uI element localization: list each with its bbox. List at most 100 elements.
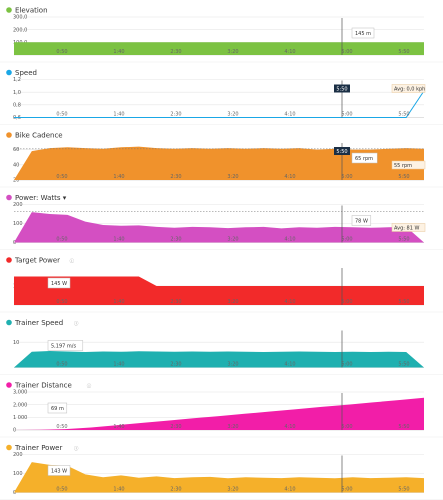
power-time-tick: 0:50	[56, 237, 67, 243]
trainer-distance-title: Trainer Distance	[14, 382, 72, 390]
trainer-power-value-tag-label: 143 W	[51, 469, 67, 475]
power-title: Power: Watts ▾	[15, 194, 67, 202]
trainer-distance-panel: Trainer Distance ⓘ 3,000 2,000 1 000 0 0:50 1:4…	[0, 382, 443, 438]
speed-ytick-label: 0,6	[13, 115, 21, 121]
trainer-speed-ytick-label: 10	[13, 340, 19, 346]
trainer-speed-panel: Trainer Speed ⓘ 10 0:50 1:40 2:30 3:20 4:10 5:00…	[0, 319, 443, 375]
power-avg-tag-label: Avg: 81 W	[394, 226, 419, 232]
speed-time-tick: 2:30	[170, 112, 181, 118]
power-time-tick: 2:30	[170, 237, 181, 243]
trainer-distance-ytick-label: 3,000	[13, 390, 27, 396]
trainer-power-time-tick: 0:50	[56, 487, 67, 493]
speed-time-tick: 4:10	[284, 112, 295, 118]
elevation-time-tick: 0:50	[56, 49, 67, 55]
elevation-ytick-label: 300,0	[13, 15, 27, 21]
elevation-title: Elevation	[15, 7, 48, 15]
bike-cadence-time-tooltip-label: 5:50	[336, 149, 347, 155]
power-ytick-label: 200	[13, 202, 23, 208]
elevation-value-tag-label: 145 m	[355, 31, 371, 37]
speed-ytick-label: 1,2	[13, 77, 21, 83]
power-panel: Power: Watts ▾200 100 0 0:50 1:40 2:30 3:20 4:1…	[0, 194, 443, 250]
trainer-power-time-tick: 1:40	[113, 487, 124, 493]
trainer-distance-legend-dot	[6, 382, 12, 388]
bike-cadence-time-tick: 2:30	[170, 174, 181, 180]
bike-cadence-ytick-label: 40	[13, 162, 19, 168]
trainer-power-time-tick: 5:50	[398, 487, 409, 493]
trainer-speed-time-tick: 5:00	[341, 362, 352, 368]
trainer-distance-info-icon[interactable]: ⓘ	[87, 383, 92, 390]
target-power-time-tick: 5:00	[341, 299, 352, 305]
trainer-speed-time-tick: 5:50	[398, 362, 409, 368]
speed-avg-tag-label: Avg: 0,0 kph	[394, 87, 425, 93]
target-power-time-tick: 2:30	[170, 299, 181, 305]
trainer-power-time-tick: 2:30	[170, 487, 181, 493]
speed-time-tick: 0:50	[56, 112, 67, 118]
trainer-distance-time-tick: 5:00	[341, 424, 352, 430]
trainer-power-info-icon[interactable]: ⓘ	[74, 445, 79, 452]
target-power-time-tick: 0:50	[56, 299, 67, 305]
target-power-time-tick: 5:50	[398, 299, 409, 305]
speed-time-tick: 5:00	[341, 112, 352, 118]
target-power-panel: Target Powerⓘ1000:501:402:303:204:105:00…	[0, 257, 443, 313]
trainer-power-time-tick: 5:00	[341, 487, 352, 493]
trainer-power-ytick-label: 100	[13, 471, 23, 477]
power-value-tag-label: 78 W	[355, 219, 368, 225]
bike-cadence-value-tag-label: 65 rpm	[355, 156, 373, 162]
trainer-distance-time-tick: 1:40	[113, 424, 124, 430]
bike-cadence-ytick-label: 60	[13, 147, 19, 153]
target-power-title: Target Power	[14, 257, 60, 265]
speed-time-tick: 5:50	[398, 112, 409, 118]
power-time-tick: 3:20	[227, 237, 238, 243]
power-time-tick: 5:50	[398, 237, 409, 243]
trainer-distance-ytick-label: 2,000	[13, 402, 27, 408]
trainer-distance-area	[14, 398, 424, 430]
bike-cadence-time-tick: 4:10	[284, 174, 295, 180]
elevation-time-tick: 2:30	[170, 49, 181, 55]
trainer-speed-time-tick: 4:10	[284, 362, 295, 368]
trainer-power-time-tick: 4:10	[284, 487, 295, 493]
speed-title: Speed	[15, 69, 37, 77]
power-time-tick: 1:40	[113, 237, 124, 243]
trainer-distance-ytick-label: 0	[13, 428, 16, 434]
elevation-legend-dot	[6, 7, 12, 13]
target-power-time-tick: 3:20	[227, 299, 238, 305]
elevation-area	[14, 42, 424, 55]
power-time-tick: 5:00	[341, 237, 352, 243]
power-ytick-label: 100	[13, 221, 23, 227]
trainer-distance-time-tick: 3:20	[227, 424, 238, 430]
speed-legend-dot	[6, 70, 12, 76]
trainer-power-time-tick: 3:20	[227, 487, 238, 493]
trainer-speed-title: Trainer Speed	[14, 319, 63, 327]
trainer-speed-legend-dot	[6, 320, 12, 326]
speed-time-tick: 1:40	[113, 112, 124, 118]
trainer-power-title: Trainer Power	[14, 444, 62, 452]
speed-ytick-label: 1,0	[13, 90, 21, 96]
target-power-area	[14, 277, 424, 306]
bike-cadence-time-tick: 5:00	[341, 174, 352, 180]
power-time-tick: 4:10	[284, 237, 295, 243]
target-power-info-icon[interactable]: ⓘ	[70, 258, 75, 265]
bike-cadence-area	[14, 147, 424, 180]
trainer-speed-value-tag-label: 5,197 m/s	[51, 344, 76, 350]
power-legend-dot	[6, 195, 12, 201]
elevation-time-tick: 1:40	[113, 49, 124, 55]
elevation-panel: Elevation300,0200,0100,00:501:402:303:20…	[0, 7, 443, 63]
trainer-distance-time-tick: 5:50	[398, 424, 409, 430]
trainer-speed-info-icon[interactable]: ⓘ	[74, 320, 79, 327]
elevation-ytick-label: 200,0	[13, 27, 27, 33]
target-power-legend-dot	[6, 257, 12, 263]
elevation-time-tick: 5:50	[398, 49, 409, 55]
bike-cadence-panel: Bike Cadence 60 40 20 0:50 1:40 2:30 3:20 4:10 5:…	[0, 132, 443, 188]
trainer-distance-ytick-label: 1 000	[13, 415, 27, 421]
bike-cadence-time-tick: 0:50	[56, 174, 67, 180]
trainer-speed-time-tick: 0:50	[56, 362, 67, 368]
speed-time-tooltip-label: 5:50	[336, 86, 347, 92]
target-power-time-tick: 1:40	[113, 299, 124, 305]
bike-cadence-avg-tag-label: 55 rpm	[394, 163, 412, 169]
trainer-power-panel: Trainer Power ⓘ 200 100 0 0:50 1:40 2:30 3:20 4:1…	[0, 444, 443, 500]
bike-cadence-time-tick: 5:50	[398, 174, 409, 180]
speed-line	[14, 91, 424, 118]
elevation-time-tick: 3:20	[227, 49, 238, 55]
